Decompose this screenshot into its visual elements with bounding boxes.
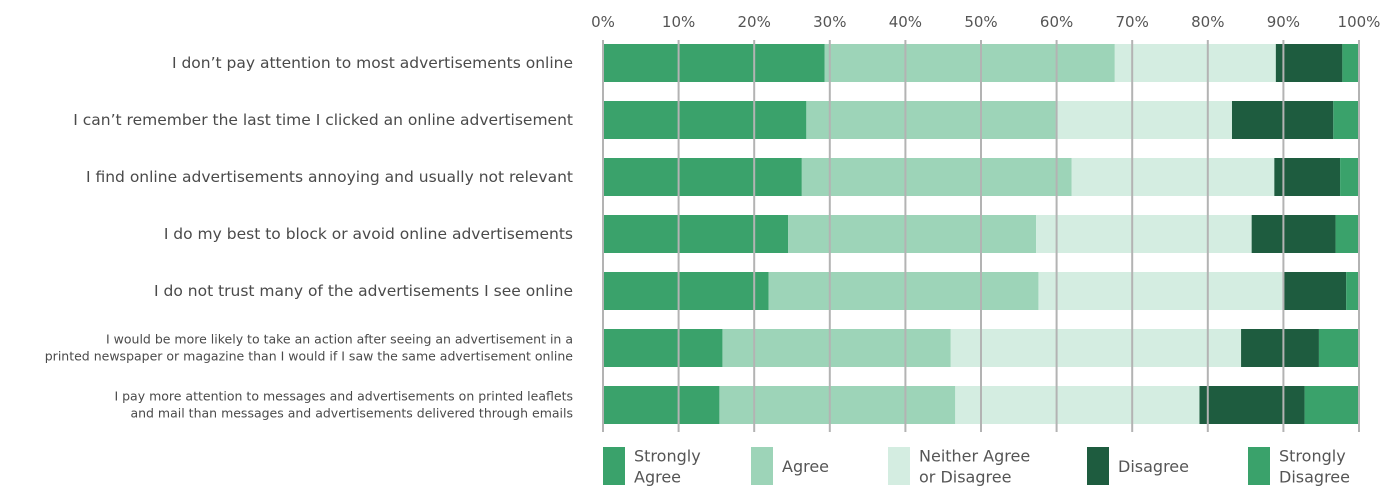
bar-segment-strongly-agree-row-2 xyxy=(603,101,807,139)
bar-segment-strongly-agree-row-1 xyxy=(603,44,825,82)
legend-label-line: or Disagree xyxy=(919,468,1011,487)
legend-swatch-neither-agree-or-disagree xyxy=(888,447,910,485)
category-label-line: and mail than messages and advertisement… xyxy=(130,406,573,421)
legend-label-neither-agree-or-disagree: Neither Agree or Disagree xyxy=(919,447,1030,487)
category-label-line: I can’t remember the last time I clicked… xyxy=(73,111,573,129)
x-tick-label: 30% xyxy=(813,13,846,31)
x-tick-label: 80% xyxy=(1191,13,1224,31)
legend-label-line: Agree xyxy=(634,468,681,487)
bar-segment-agree-row-2 xyxy=(806,101,1056,139)
x-tick-label: 100% xyxy=(1338,13,1381,31)
bar-segment-strongly-agree-row-6 xyxy=(603,329,723,367)
bar-segment-neither-agree-or-disagree-row-7 xyxy=(955,386,1200,424)
bar-segment-neither-agree-or-disagree-row-6 xyxy=(950,329,1242,367)
legend-label-strongly-disagree: Strongly Disagree xyxy=(1279,447,1350,487)
bar-segment-strongly-disagree-row-1 xyxy=(1342,44,1359,82)
bar-segment-strongly-disagree-row-6 xyxy=(1318,329,1359,367)
x-tick-label: 10% xyxy=(662,13,695,31)
legend-label-line: Disagree xyxy=(1279,468,1350,487)
category-label-5: I do not trust many of the advertisement… xyxy=(154,282,573,300)
gridlines xyxy=(602,40,1360,432)
bar-segment-disagree-row-1 xyxy=(1275,44,1343,82)
legend-label-line: Agree xyxy=(782,457,829,476)
category-label-4: I do my best to block or avoid online ad… xyxy=(164,225,573,243)
bar-segment-agree-row-3 xyxy=(801,158,1072,196)
bars-group xyxy=(603,44,1359,424)
x-tick-label: 20% xyxy=(738,13,771,31)
bar-segment-strongly-agree-row-3 xyxy=(603,158,802,196)
legend-label-strongly-agree: Strongly Agree xyxy=(634,447,701,487)
bar-segment-agree-row-6 xyxy=(722,329,951,367)
bar-segment-neither-agree-or-disagree-row-3 xyxy=(1071,158,1275,196)
bar-segment-disagree-row-3 xyxy=(1274,158,1341,196)
x-tick-label: 70% xyxy=(1116,13,1149,31)
category-label-7: I pay more attention to messages and adv… xyxy=(114,389,573,421)
legend-label-line: Neither Agree xyxy=(919,447,1030,466)
x-tick-label: 60% xyxy=(1040,13,1073,31)
bar-segment-strongly-agree-row-4 xyxy=(603,215,789,253)
bar-segment-neither-agree-or-disagree-row-1 xyxy=(1114,44,1276,82)
bar-segment-strongly-disagree-row-4 xyxy=(1335,215,1359,253)
bar-segment-strongly-disagree-row-7 xyxy=(1304,386,1359,424)
bar-segment-neither-agree-or-disagree-row-2 xyxy=(1055,101,1232,139)
bar-segment-neither-agree-or-disagree-row-5 xyxy=(1038,272,1285,310)
legend-swatch-strongly-disagree xyxy=(1248,447,1270,485)
bar-segment-strongly-agree-row-5 xyxy=(603,272,769,310)
legend-label-line: Strongly xyxy=(1279,447,1346,466)
category-label-line: I find online advertisements annoying an… xyxy=(86,168,573,186)
bar-segment-strongly-disagree-row-5 xyxy=(1346,272,1359,310)
legend-swatch-strongly-agree xyxy=(603,447,625,485)
legend-label-line: Strongly xyxy=(634,447,701,466)
category-label-line: I do my best to block or avoid online ad… xyxy=(164,225,573,243)
category-label-line: I do not trust many of the advertisement… xyxy=(154,282,573,300)
x-tick-label: 0% xyxy=(591,13,615,31)
bar-segment-agree-row-1 xyxy=(824,44,1115,82)
x-tick-label: 50% xyxy=(964,13,997,31)
category-label-2: I can’t remember the last time I clicked… xyxy=(73,111,573,129)
bar-segment-strongly-disagree-row-3 xyxy=(1340,158,1359,196)
bar-segment-disagree-row-5 xyxy=(1284,272,1347,310)
bar-segment-agree-row-4 xyxy=(788,215,1037,253)
category-label-6: I would be more likely to take an action… xyxy=(45,332,574,364)
bar-segment-disagree-row-4 xyxy=(1251,215,1336,253)
legend-label-disagree: Disagree xyxy=(1118,457,1189,476)
legend-label-agree: Agree xyxy=(782,457,829,476)
legend-swatch-disagree xyxy=(1087,447,1109,485)
category-label-3: I find online advertisements annoying an… xyxy=(86,168,573,186)
bar-segment-disagree-row-6 xyxy=(1241,329,1319,367)
bar-segment-disagree-row-7 xyxy=(1199,386,1305,424)
category-label-1: I don’t pay attention to most advertisem… xyxy=(172,54,573,72)
bar-segment-strongly-agree-row-7 xyxy=(603,386,720,424)
legend-label-line: Disagree xyxy=(1118,457,1189,476)
x-tick-label: 40% xyxy=(889,13,922,31)
category-label-line: I pay more attention to messages and adv… xyxy=(114,389,573,404)
category-label-line: I don’t pay attention to most advertisem… xyxy=(172,54,573,72)
bar-segment-strongly-disagree-row-2 xyxy=(1333,101,1359,139)
category-label-line: I would be more likely to take an action… xyxy=(106,332,573,347)
bar-segment-agree-row-7 xyxy=(719,386,956,424)
bar-segment-neither-agree-or-disagree-row-4 xyxy=(1036,215,1252,253)
bar-segment-agree-row-5 xyxy=(768,272,1039,310)
category-label-line: printed newspaper or magazine than I wou… xyxy=(45,349,574,364)
legend-swatch-agree xyxy=(751,447,773,485)
x-tick-label: 90% xyxy=(1267,13,1300,31)
